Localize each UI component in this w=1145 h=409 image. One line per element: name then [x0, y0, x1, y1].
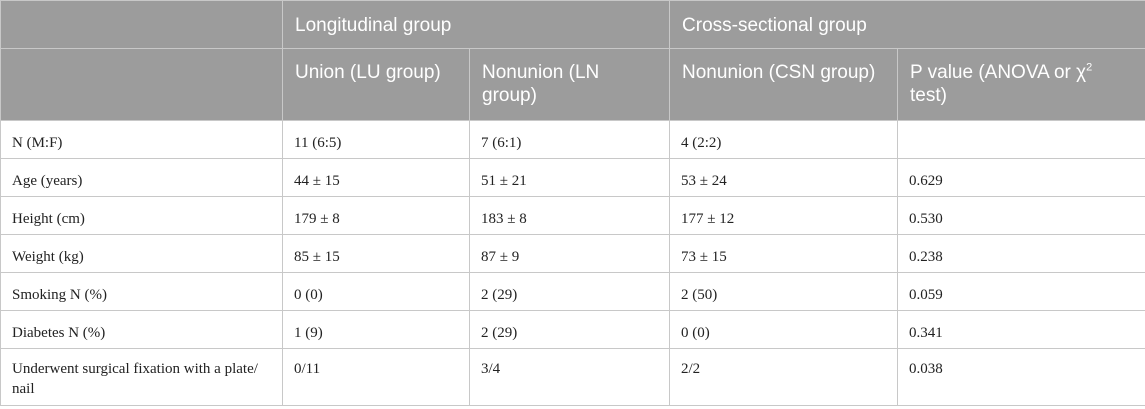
table-cell: 85 ± 15 — [282, 234, 470, 273]
table-cell: 0.038 — [897, 348, 1145, 406]
row-label: Weight (kg) — [0, 234, 283, 273]
table-cell: 2/2 — [669, 348, 899, 406]
table-cell: 51 ± 21 — [468, 158, 671, 197]
row-label: Height (cm) — [0, 196, 283, 235]
table-row: Smoking N (%) 0 (0) 2 (29) 2 (50) 0.059 — [0, 272, 1145, 311]
cross-sectional-group-header: Cross-sectional group — [669, 0, 1145, 49]
table-cell: 0.059 — [897, 272, 1145, 311]
table-row: Weight (kg) 85 ± 15 87 ± 9 73 ± 15 0.238 — [0, 234, 1145, 273]
table-cell: 2 (29) — [468, 272, 671, 311]
table-cell: 0/11 — [282, 348, 470, 406]
table-cell: 87 ± 9 — [468, 234, 671, 273]
table-cell — [897, 120, 1145, 159]
table-cell: 177 ± 12 — [669, 196, 899, 235]
table-cell: 7 (6:1) — [468, 120, 671, 159]
row-label: N (M:F) — [0, 120, 283, 159]
table-cell: 183 ± 8 — [468, 196, 671, 235]
table-cell: 0.341 — [897, 310, 1145, 349]
row-label: Smoking N (%) — [0, 272, 283, 311]
row-label: Age (years) — [0, 158, 283, 197]
row-label: Underwent surgical fixation with a plate… — [0, 348, 283, 406]
table-cell: 1 (9) — [282, 310, 470, 349]
table-cell: 0 (0) — [282, 272, 470, 311]
p-value-header-suffix: test) — [910, 85, 947, 106]
p-value-header-text: P value (ANOVA or χ — [910, 62, 1087, 83]
table-cell: 0.629 — [897, 158, 1145, 197]
longitudinal-group-header: Longitudinal group — [281, 0, 671, 49]
table-row: N (M:F) 11 (6:5) 7 (6:1) 4 (2:2) — [0, 120, 1145, 159]
table-row: Age (years) 44 ± 15 51 ± 21 53 ± 24 0.62… — [0, 158, 1145, 197]
column-header-row: Union (LU group) Nonunion (LN group) Non… — [0, 48, 1145, 121]
table-cell: 179 ± 8 — [282, 196, 470, 235]
table-cell: 4 (2:2) — [669, 120, 899, 159]
table-cell: 0.238 — [897, 234, 1145, 273]
table-cell: 11 (6:5) — [282, 120, 470, 159]
table-cell: 2 (29) — [468, 310, 671, 349]
table-row: Diabetes N (%) 1 (9) 2 (29) 0 (0) 0.341 — [0, 310, 1145, 349]
header-empty-cell — [0, 0, 283, 49]
group-header-row: Longitudinal group Cross-sectional group — [0, 0, 1145, 49]
table-cell: 53 ± 24 — [669, 158, 899, 197]
row-label: Diabetes N (%) — [0, 310, 283, 349]
union-lu-header: Union (LU group) — [282, 48, 470, 121]
nonunion-csn-header: Nonunion (CSN group) — [669, 48, 899, 121]
table-cell: 3/4 — [468, 348, 671, 406]
header-empty-cell — [0, 48, 283, 121]
nonunion-ln-header: Nonunion (LN group) — [468, 48, 671, 121]
table-cell: 73 ± 15 — [669, 234, 899, 273]
table-cell: 2 (50) — [669, 272, 899, 311]
chi-squared-superscript: 2 — [1086, 61, 1093, 74]
table-cell: 0 (0) — [669, 310, 899, 349]
table-row: Underwent surgical fixation with a plate… — [0, 348, 1145, 406]
table-cell: 0.530 — [897, 196, 1145, 235]
table-row: Height (cm) 179 ± 8 183 ± 8 177 ± 12 0.5… — [0, 196, 1145, 235]
table-cell: 44 ± 15 — [282, 158, 470, 197]
p-value-header: P value (ANOVA or χ2 test) — [897, 48, 1145, 121]
